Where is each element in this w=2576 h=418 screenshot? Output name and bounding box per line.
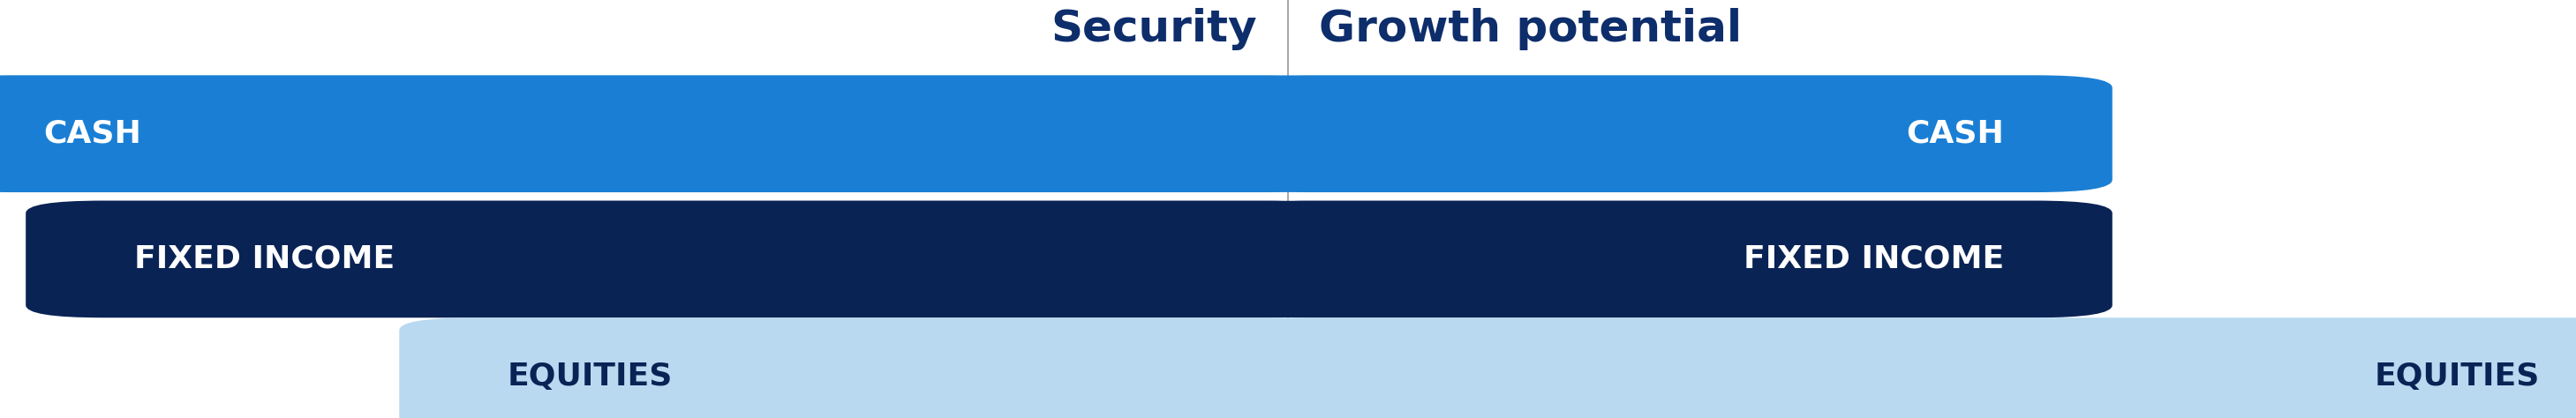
FancyBboxPatch shape <box>26 201 1345 318</box>
FancyBboxPatch shape <box>1231 201 2112 318</box>
Text: Growth potential: Growth potential <box>1319 8 1741 51</box>
Text: CASH: CASH <box>44 119 142 149</box>
Text: EQUITIES: EQUITIES <box>507 361 672 391</box>
Text: EQUITIES: EQUITIES <box>2375 361 2540 391</box>
Text: FIXED INCOME: FIXED INCOME <box>1744 244 2004 274</box>
FancyBboxPatch shape <box>1231 75 2112 192</box>
Text: CASH: CASH <box>1906 119 2004 149</box>
FancyBboxPatch shape <box>1231 318 2576 418</box>
FancyBboxPatch shape <box>399 318 1345 418</box>
Text: Security: Security <box>1051 8 1257 51</box>
Text: FIXED INCOME: FIXED INCOME <box>134 244 394 274</box>
FancyBboxPatch shape <box>0 75 1345 192</box>
